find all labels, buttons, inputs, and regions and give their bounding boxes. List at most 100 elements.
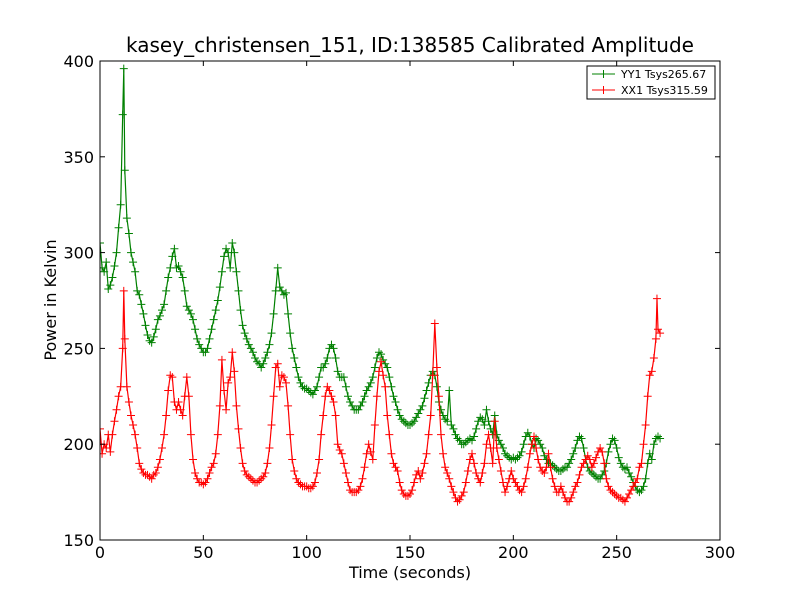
data-point [654,432,662,441]
data-point [135,459,144,468]
data-point [463,467,472,476]
data-point [635,463,644,472]
data-point [558,465,567,474]
data-point [432,363,441,372]
data-point [145,336,154,345]
data-point [623,463,631,472]
data-point [381,359,390,368]
data-point [412,470,421,479]
data-point [389,392,398,401]
data-point [540,451,549,460]
data-point [366,378,375,387]
data-point [238,321,247,330]
data-point [209,459,218,468]
data-point [370,363,379,372]
data-point [645,371,654,380]
x-tick-label: 300 [705,543,736,562]
data-point [267,421,276,430]
data-point [118,110,127,119]
data-point [220,386,228,395]
data-point [476,478,485,487]
data-point [253,478,262,487]
data-point [162,411,171,420]
data-point [217,355,226,364]
data-point [193,474,202,483]
data-point [275,283,284,292]
data-point [331,411,340,420]
data-point [108,273,117,282]
data-point [569,449,578,458]
data-point [625,468,634,477]
data-point [420,394,429,403]
data-point [259,472,268,481]
data-point [344,392,352,401]
data-point [184,392,193,401]
data-point [176,405,185,414]
data-point [457,491,466,500]
data-point [360,392,369,401]
data-point [573,478,582,487]
data-point [395,411,404,420]
data-point [474,474,483,483]
data-point [333,440,342,449]
data-point [112,248,121,257]
data-point [478,415,487,424]
data-point [186,309,195,318]
data-point [482,440,491,449]
data-point [447,482,456,491]
data-point [306,388,315,397]
data-point [441,415,450,424]
data-point [397,415,406,424]
data-point [604,482,613,491]
data-point [614,453,623,462]
data-point [352,488,361,497]
data-point [234,424,243,433]
data-point [139,309,148,318]
data-point [180,286,189,295]
data-point [540,468,549,477]
data-point [527,440,536,449]
data-point [339,373,348,382]
x-tick-label: 150 [395,543,426,562]
data-point [282,378,290,387]
data-point [432,382,441,391]
data-point [649,440,658,449]
data-point [348,401,357,410]
data-point [569,488,578,497]
data-point [232,401,241,410]
data-point [565,497,574,506]
data-point [468,449,476,458]
data-point [122,214,131,223]
data-point [296,378,305,387]
data-point [358,474,367,483]
data-point [323,382,332,391]
data-point [131,267,140,276]
data-point [468,436,476,445]
data-point [226,263,235,272]
data-point [579,444,588,453]
data-point [408,419,417,428]
data-point [273,359,282,368]
y-tick-label: 150 [63,531,94,550]
data-point [410,478,419,487]
data-point [213,430,222,439]
data-point [244,472,253,481]
data-point [333,367,342,376]
data-point [189,315,197,324]
data-point [627,486,636,495]
data-point [273,263,282,272]
data-point [286,430,295,439]
data-point [294,478,303,487]
data-point [155,455,164,464]
data-point [391,398,400,407]
data-point [145,472,154,481]
data-point [443,417,452,426]
data-point [600,467,609,476]
data-point [354,405,363,414]
data-point [106,447,115,456]
data-point [108,430,117,439]
data-point [288,455,297,464]
data-point [315,373,324,382]
data-point [265,340,274,349]
